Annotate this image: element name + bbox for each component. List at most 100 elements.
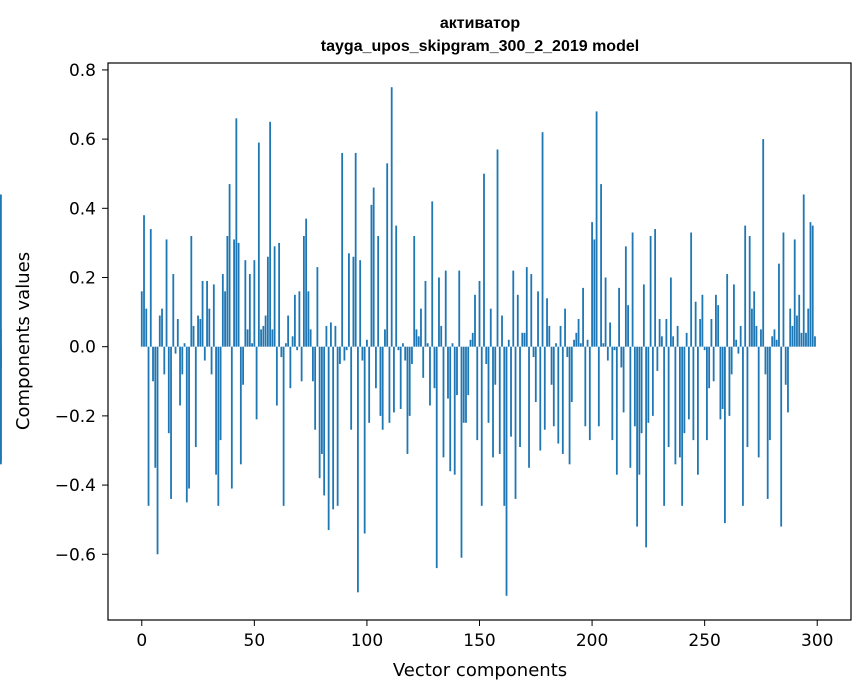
bar-178	[541, 132, 544, 347]
bar-25	[197, 315, 199, 347]
bar-251	[706, 346, 708, 441]
bar-244	[690, 232, 693, 347]
bar-202	[595, 111, 598, 347]
bar-279	[769, 346, 771, 441]
bar-60	[275, 346, 278, 406]
bar-292	[798, 294, 801, 347]
bar-162	[505, 346, 508, 596]
y-tick-label: 0.2	[69, 268, 96, 288]
bar-37	[224, 291, 226, 347]
bar-16	[176, 319, 179, 347]
x-axis-label: Vector components	[393, 660, 567, 681]
bar-134	[442, 346, 445, 458]
bar-257	[719, 346, 722, 420]
bar-49	[251, 343, 253, 347]
bar-32	[212, 284, 215, 347]
bar-199	[588, 346, 591, 441]
bar-88	[339, 346, 341, 364]
bar-249	[701, 294, 704, 347]
bar-144	[465, 346, 467, 423]
bar-130	[433, 346, 436, 389]
bar-263	[733, 284, 735, 347]
bar-20	[185, 346, 188, 503]
bar-117	[404, 346, 407, 361]
bar-186	[559, 325, 562, 347]
bar-92	[348, 253, 350, 347]
bar-148	[474, 294, 476, 347]
bar-231	[660, 336, 663, 347]
bar-41	[233, 239, 235, 347]
bar-160	[501, 315, 503, 347]
bar-22	[190, 235, 193, 347]
bar-47	[246, 329, 249, 347]
bar-133	[440, 325, 443, 347]
bar-52	[257, 142, 260, 347]
bar-241	[683, 346, 686, 434]
bar-143	[462, 346, 465, 423]
bar-142	[460, 346, 463, 558]
bar-115	[399, 346, 402, 409]
bar-75	[309, 329, 312, 347]
bar-235	[669, 277, 672, 347]
bar-83	[327, 346, 330, 531]
bar-253	[710, 319, 713, 347]
bar-127	[426, 343, 429, 347]
bar-290	[793, 239, 796, 347]
bar-80	[320, 346, 323, 454]
bar-103	[372, 187, 375, 347]
bar-136	[447, 346, 449, 399]
bar-254	[712, 346, 715, 382]
bar-259	[724, 346, 726, 524]
bar-8	[158, 315, 161, 347]
bar-159	[498, 346, 501, 454]
bar-287	[787, 346, 789, 413]
bar-278	[766, 346, 769, 499]
bar-237	[674, 346, 677, 465]
bar-110	[388, 346, 391, 423]
chart-title: активатор	[440, 15, 521, 32]
bar-248	[699, 319, 702, 347]
bar-275	[760, 329, 762, 347]
bar-219	[633, 346, 636, 427]
bar-195	[579, 343, 582, 347]
x-axis: 0 50 100 150 200 250 300	[136, 620, 833, 651]
bar-29	[206, 280, 208, 347]
bar-45	[242, 346, 244, 385]
bar-79	[318, 346, 321, 479]
bar-156	[492, 346, 494, 458]
bar-262	[730, 346, 733, 375]
bar-120	[411, 346, 413, 364]
bar-11	[165, 239, 168, 347]
bar-172	[528, 346, 530, 468]
bar-252	[708, 346, 711, 389]
bar-247	[697, 346, 699, 475]
bar-238	[676, 325, 679, 347]
bar-274	[757, 346, 760, 458]
bar-276	[762, 139, 765, 347]
bar-70	[298, 291, 301, 347]
bar-33	[215, 346, 217, 475]
bar-185	[557, 346, 560, 444]
bar-261	[728, 346, 731, 416]
bar-236	[672, 336, 675, 347]
bar-38	[226, 235, 229, 347]
bar-208	[609, 322, 611, 347]
bar-63	[282, 346, 285, 506]
y-tick-label: −0.2	[55, 407, 96, 427]
bar-86	[334, 325, 337, 347]
bar-137	[449, 346, 452, 472]
bar-18	[181, 346, 184, 375]
bar-121	[413, 235, 416, 347]
bar-46	[244, 260, 247, 347]
bar-10	[163, 346, 166, 375]
bar-36	[221, 274, 224, 347]
bar-233	[665, 319, 668, 347]
bar-188	[564, 308, 566, 347]
bar-77	[314, 346, 317, 430]
bar-196	[582, 287, 584, 347]
bar-90	[343, 346, 346, 361]
bar-undefined	[0, 194, 2, 347]
bar-175	[534, 346, 537, 403]
y-tick-label: −0.6	[55, 545, 96, 565]
bar-14	[172, 274, 175, 347]
